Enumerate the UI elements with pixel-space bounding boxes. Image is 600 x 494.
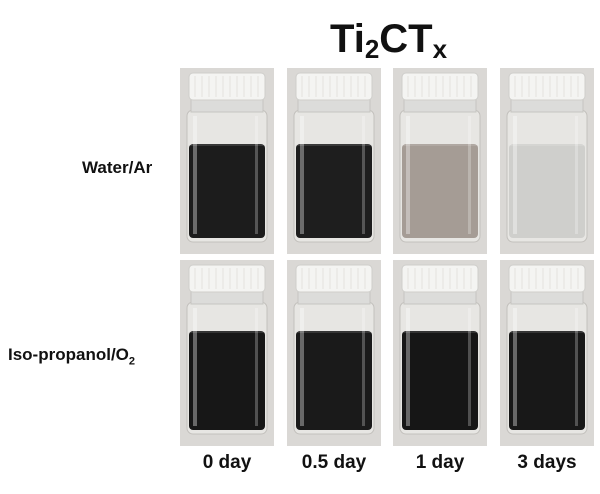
vial-photo-water-0-day [180,68,274,254]
vial-photo-isopropanol-0.5-day [287,260,381,446]
row-label-water-ar: Water/Ar [82,158,153,177]
vial-photo-isopropanol-3-days [500,260,594,446]
column-label-1-day: 1 day [415,452,465,473]
vial-photo-water-3-days [500,68,594,254]
vial-cap [188,264,266,293]
title-subscript-x: x [432,34,448,64]
figure-title: Ti2CTx [330,14,460,64]
vial-cap [508,264,586,293]
vial-liquid [509,144,585,238]
title-mid: CT [379,17,433,61]
vial-photo-water-0.5-day [287,68,381,254]
vial-liquid [402,144,478,238]
vial-cap [295,264,373,293]
title-subscript-2: 2 [364,34,380,64]
vial-photo-isopropanol-1-day [393,260,487,446]
row-label-isopropanol-o2: Iso-propanol/O2 [8,345,136,368]
vial-photo-water-1-day [393,68,487,254]
vial-liquid [296,331,372,430]
column-label-3-days: 3 days [517,452,577,473]
vial-cap [188,72,266,101]
column-label-0-day: 0 day [202,452,252,473]
vial-cap [401,72,479,101]
vial-liquid [296,144,372,238]
vial-photo-isopropanol-0-day [180,260,274,446]
vial-liquid [509,331,585,430]
vial-cap [295,72,373,101]
column-label-0.5-day: 0.5 day [301,452,367,473]
vial-cap [508,72,586,101]
title-main: Ti [330,17,365,61]
vial-liquid [189,144,265,238]
vial-liquid [189,331,265,430]
vial-liquid [402,331,478,430]
vial-cap [401,264,479,293]
